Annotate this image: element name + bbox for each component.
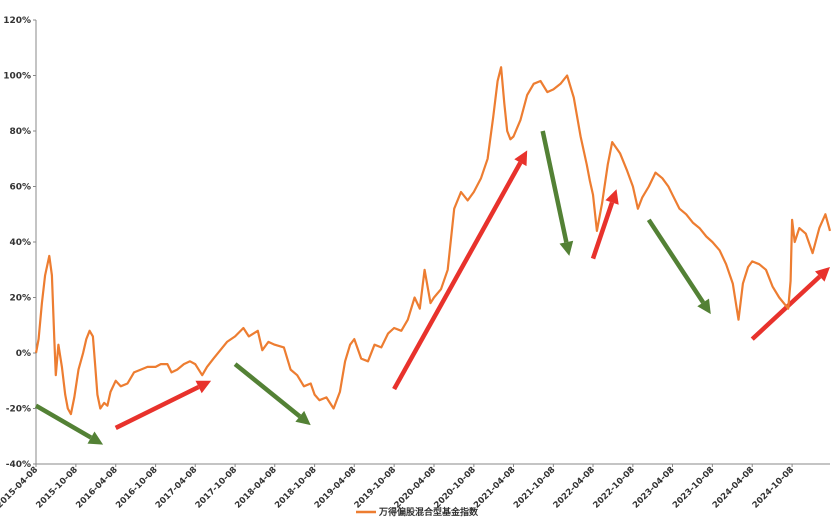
x-axis-ticks: 2015-04-082015-10-082016-04-082016-10-08… (0, 464, 796, 511)
arrow-shaft (233, 362, 302, 419)
y-tick-label: -40% (6, 460, 31, 470)
up-trend-arrow (590, 189, 619, 260)
arrow-head (295, 410, 311, 426)
up-trend-arrow (114, 380, 212, 430)
chart-legend: 万得偏股混合型基金指数 (356, 506, 479, 517)
arrow-head (87, 431, 104, 445)
y-tick-label: 100% (3, 72, 31, 82)
arrow-head (815, 267, 830, 282)
down-trend-arrow (646, 218, 711, 315)
legend-label: 万得偏股混合型基金指数 (378, 506, 479, 517)
y-tick-label: 120% (3, 16, 31, 26)
down-trend-arrow (34, 403, 104, 445)
y-tick-label: -20% (6, 405, 31, 415)
y-tick-label: 60% (9, 183, 31, 193)
arrow-head (514, 150, 528, 167)
up-trend-arrow (750, 267, 830, 341)
y-axis-ticks: -40% -20% 0% 20% 40% 60% 80% 100% 120% (3, 16, 36, 470)
y-tick-label: 80% (9, 127, 31, 137)
trend-arrows (34, 130, 830, 445)
down-trend-arrow (233, 362, 311, 426)
arrow-shaft (540, 130, 569, 243)
arrow-head (697, 298, 711, 315)
y-tick-label: 40% (9, 238, 31, 248)
chart-series (34, 66, 832, 416)
arrow-shaft (646, 218, 706, 304)
arrow-head (605, 189, 619, 205)
y-tick-label: 20% (9, 294, 31, 304)
arrow-shaft (392, 161, 523, 391)
arrow-shaft (114, 384, 200, 430)
y-tick-label: 0% (16, 349, 31, 359)
arrow-shaft (34, 403, 93, 440)
arrow-shaft (750, 274, 822, 341)
arrow-shaft (590, 201, 615, 260)
down-trend-arrow (540, 130, 574, 256)
up-trend-arrow (392, 150, 528, 391)
arrow-head (195, 380, 212, 394)
arrow-head (559, 240, 574, 256)
series-line (34, 66, 832, 416)
x-tick-label: 2024-10-08 (751, 465, 797, 511)
